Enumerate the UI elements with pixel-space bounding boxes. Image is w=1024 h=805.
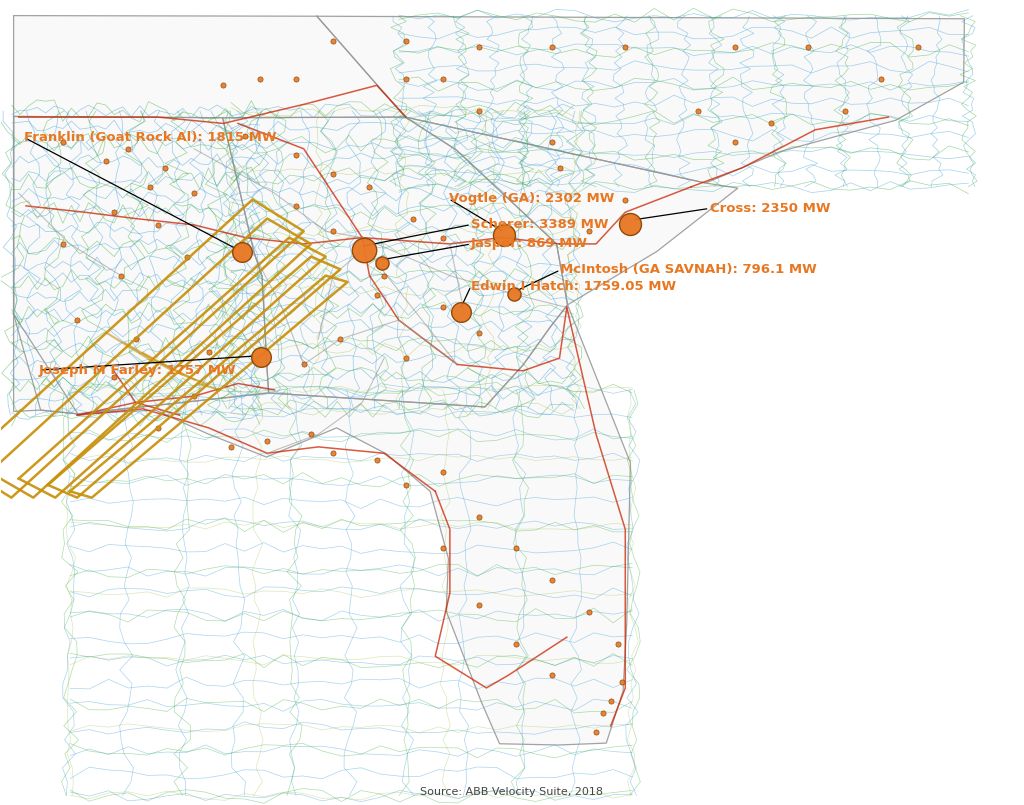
Point: [325, 35, 341, 47]
Point: [544, 136, 560, 149]
Point: [544, 669, 560, 682]
Polygon shape: [13, 15, 406, 118]
Point: [332, 332, 348, 345]
Point: [238, 130, 254, 142]
Point: [325, 447, 341, 460]
Point: [506, 287, 522, 300]
Point: [471, 41, 487, 54]
Text: Cross: 2350 MW: Cross: 2350 MW: [710, 202, 830, 215]
Polygon shape: [222, 117, 567, 407]
Point: [374, 257, 390, 270]
Point: [120, 142, 136, 155]
Point: [234, 246, 251, 258]
Point: [544, 574, 560, 587]
Point: [622, 217, 638, 230]
Point: [595, 707, 611, 720]
Point: [127, 332, 143, 345]
Point: [508, 542, 524, 555]
Point: [113, 269, 129, 282]
Point: [288, 200, 304, 213]
Point: [215, 79, 231, 92]
Text: McIntosh (GA SAVNAH): 796.1 MW: McIntosh (GA SAVNAH): 796.1 MW: [560, 263, 817, 276]
Point: [551, 161, 567, 174]
Point: [288, 72, 304, 85]
Point: [581, 225, 597, 237]
Point: [150, 422, 166, 435]
Point: [581, 605, 597, 618]
Point: [453, 305, 469, 318]
Point: [602, 694, 618, 707]
Point: [186, 187, 203, 200]
Point: [325, 225, 341, 237]
Point: [259, 434, 275, 447]
Point: [186, 390, 203, 402]
Point: [588, 726, 604, 739]
Point: [471, 326, 487, 339]
Point: [54, 237, 71, 250]
Text: Vogtle (GA): 2302 MW: Vogtle (GA): 2302 MW: [449, 192, 614, 205]
Point: [105, 206, 122, 219]
Point: [369, 288, 385, 301]
Point: [105, 370, 122, 383]
Point: [69, 314, 85, 327]
Point: [178, 250, 195, 263]
Point: [690, 105, 707, 118]
Text: Joseph M Farley: 1757 MW: Joseph M Farley: 1757 MW: [39, 364, 237, 377]
Point: [252, 72, 268, 85]
Point: [288, 149, 304, 162]
Point: [325, 167, 341, 180]
Point: [872, 72, 889, 85]
Polygon shape: [13, 117, 78, 414]
Point: [150, 218, 166, 231]
Text: Franklin (Goat Rock Al): 1815 MW: Franklin (Goat Rock Al): 1815 MW: [24, 130, 276, 144]
Point: [355, 243, 372, 256]
Point: [201, 345, 217, 358]
Point: [406, 213, 422, 225]
Point: [434, 72, 451, 85]
Point: [222, 440, 239, 453]
Point: [361, 180, 378, 193]
Polygon shape: [406, 117, 738, 305]
Point: [398, 352, 415, 365]
Point: [434, 542, 451, 555]
Polygon shape: [78, 305, 631, 745]
Point: [544, 41, 560, 54]
Point: [471, 105, 487, 118]
Point: [800, 41, 816, 54]
Point: [369, 453, 385, 466]
Text: Scherer: 3389 MW: Scherer: 3389 MW: [471, 218, 608, 231]
Point: [508, 637, 524, 650]
Point: [609, 637, 626, 650]
Polygon shape: [316, 16, 965, 183]
Point: [142, 180, 159, 193]
Point: [398, 72, 415, 85]
Point: [471, 599, 487, 612]
Point: [398, 35, 415, 47]
Point: [296, 358, 312, 371]
Point: [434, 466, 451, 479]
Point: [303, 427, 319, 440]
Point: [763, 117, 779, 130]
Point: [837, 105, 853, 118]
Point: [727, 136, 743, 149]
Point: [909, 41, 926, 54]
Text: Source: ABB Velocity Suite, 2018: Source: ABB Velocity Suite, 2018: [421, 787, 603, 797]
Point: [613, 675, 630, 688]
Point: [727, 41, 743, 54]
Point: [157, 161, 173, 174]
Point: [617, 41, 634, 54]
Point: [398, 478, 415, 491]
Text: Jasper: 869 MW: Jasper: 869 MW: [471, 237, 588, 250]
Polygon shape: [13, 117, 268, 414]
Point: [496, 229, 512, 242]
Point: [471, 510, 487, 523]
Point: [98, 155, 115, 168]
Point: [434, 231, 451, 244]
Text: Edwin I Hatch: 1759.05 MW: Edwin I Hatch: 1759.05 MW: [471, 279, 676, 292]
Point: [617, 193, 634, 206]
Point: [376, 269, 392, 282]
Point: [54, 136, 71, 149]
Point: [434, 301, 451, 314]
Point: [253, 350, 269, 363]
